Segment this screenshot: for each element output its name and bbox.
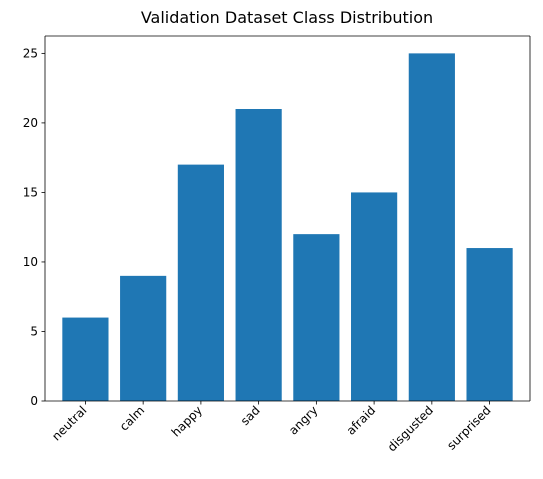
- bars-layer: [62, 53, 513, 401]
- y-tick-label: 25: [23, 46, 38, 60]
- y-tick-label: 10: [23, 255, 38, 269]
- y-tick-label: 0: [30, 394, 38, 408]
- x-tick-label-afraid: afraid: [344, 403, 379, 438]
- bar-neutral: [62, 317, 109, 401]
- x-tick-label-sad: sad: [238, 403, 263, 428]
- bar-angry: [293, 234, 340, 401]
- x-tick-label-angry: angry: [286, 403, 320, 437]
- x-tick-label-calm: calm: [117, 403, 147, 433]
- bar-afraid: [351, 192, 398, 401]
- bar-disgusted: [408, 53, 455, 401]
- x-tick-label-surprised: surprised: [444, 403, 493, 452]
- y-tick-label: 5: [30, 324, 38, 338]
- x-tick-label-neutral: neutral: [49, 403, 89, 443]
- x-tick-label-disgusted: disgusted: [385, 403, 436, 454]
- bar-happy: [177, 164, 224, 401]
- chart-title: Validation Dataset Class Distribution: [141, 8, 433, 27]
- y-tick-label: 15: [23, 185, 38, 199]
- x-tick-label-happy: happy: [169, 403, 205, 439]
- bar-calm: [120, 275, 167, 401]
- bar-surprised: [466, 248, 513, 401]
- bar-sad: [235, 109, 282, 401]
- y-tick-label: 20: [23, 116, 38, 130]
